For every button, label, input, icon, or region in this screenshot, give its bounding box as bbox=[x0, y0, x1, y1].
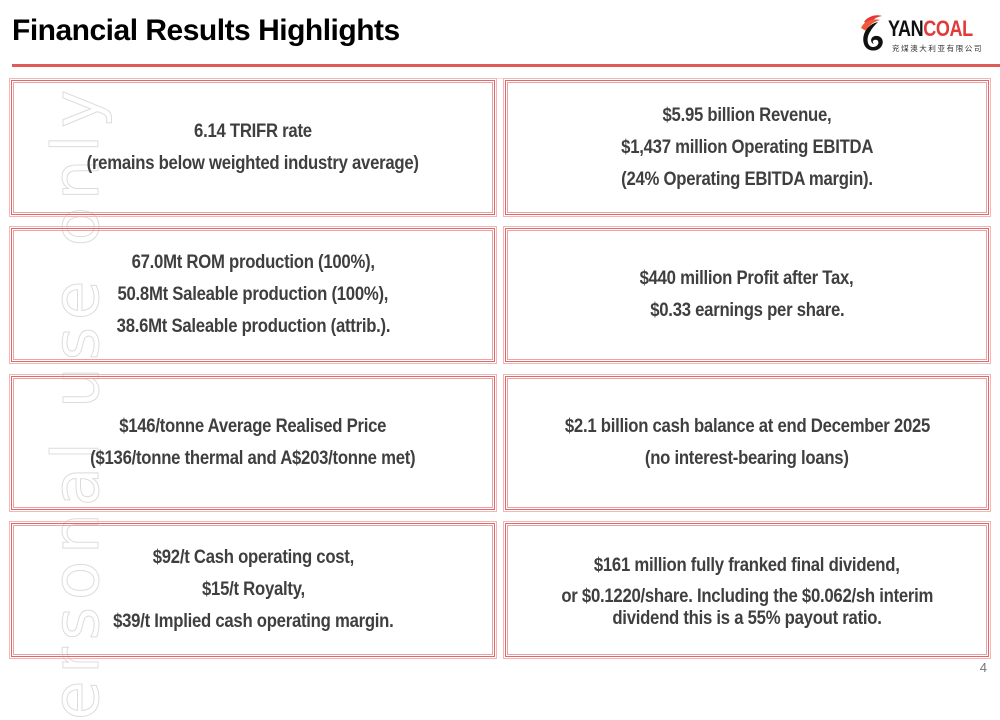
title-divider-secondary bbox=[12, 78, 990, 79]
highlight-line: $5.95 billion Revenue, bbox=[662, 104, 832, 126]
highlight-line: 50.8Mt Saleable production (100%), bbox=[117, 284, 389, 305]
highlight-line: $1,437 million Operating EBITDA bbox=[621, 136, 873, 158]
highlight-line: or $0.1220/share. Including the $0.062/s… bbox=[561, 586, 933, 607]
yancoal-logo: YANCOAL 兖煤澳大利亚有限公司 bbox=[858, 14, 988, 58]
highlight-box-safety: 6.14 TRIFR rate (remains below weighted … bbox=[9, 78, 497, 217]
highlight-line: 67.0Mt ROM production (100%), bbox=[131, 252, 375, 273]
highlight-box-cash: $2.1 billion cash balance at end Decembe… bbox=[503, 374, 991, 512]
highlight-line: $15/t Royalty, bbox=[201, 579, 305, 600]
highlight-line: $92/t Cash operating cost, bbox=[152, 547, 354, 568]
highlight-box-production: 67.0Mt ROM production (100%), 50.8Mt Sal… bbox=[9, 226, 497, 364]
highlight-line: $161 million fully franked final dividen… bbox=[594, 555, 900, 576]
highlight-line: $0.33 earnings per share. bbox=[649, 300, 845, 321]
slide-title: Financial Results Highlights bbox=[12, 14, 400, 47]
highlight-line: (24% Operating EBITDA margin). bbox=[621, 168, 873, 190]
logo-wordmark-coal: COAL bbox=[923, 16, 973, 41]
highlight-line: $2.1 billion cash balance at end Decembe… bbox=[564, 416, 930, 437]
highlight-line: $146/tonne Average Realised Price bbox=[119, 416, 387, 437]
logo-wordmark-yan: YAN bbox=[888, 16, 924, 41]
highlight-box-price: $146/tonne Average Realised Price ($136/… bbox=[9, 374, 497, 512]
highlight-line: $440 million Profit after Tax, bbox=[640, 268, 854, 289]
highlight-line: 6.14 TRIFR rate bbox=[194, 120, 312, 142]
logo-wordmark: YANCOAL bbox=[888, 16, 973, 42]
page-number: 4 bbox=[979, 660, 987, 675]
highlight-box-revenue: $5.95 billion Revenue, $1,437 million Op… bbox=[503, 78, 991, 217]
logo-chinese-subtitle: 兖煤澳大利亚有限公司 bbox=[892, 44, 983, 53]
highlight-box-profit: $440 million Profit after Tax, $0.33 ear… bbox=[503, 226, 991, 364]
flame-swirl-icon bbox=[861, 15, 883, 51]
highlight-box-costs: $92/t Cash operating cost, $15/t Royalty… bbox=[9, 521, 497, 659]
highlight-line: (remains below weighted industry average… bbox=[86, 152, 420, 174]
highlight-line: $39/t Implied cash operating margin. bbox=[112, 611, 394, 632]
title-divider bbox=[12, 64, 1000, 67]
highlight-line: dividend this is a 55% payout ratio. bbox=[612, 608, 882, 629]
highlight-line: ($136/tonne thermal and A$203/tonne met) bbox=[90, 448, 416, 469]
highlight-box-dividend: $161 million fully franked final dividen… bbox=[503, 521, 991, 659]
highlight-line: (no interest-bearing loans) bbox=[645, 448, 849, 469]
highlight-line: 38.6Mt Saleable production (attrib.). bbox=[116, 316, 390, 337]
